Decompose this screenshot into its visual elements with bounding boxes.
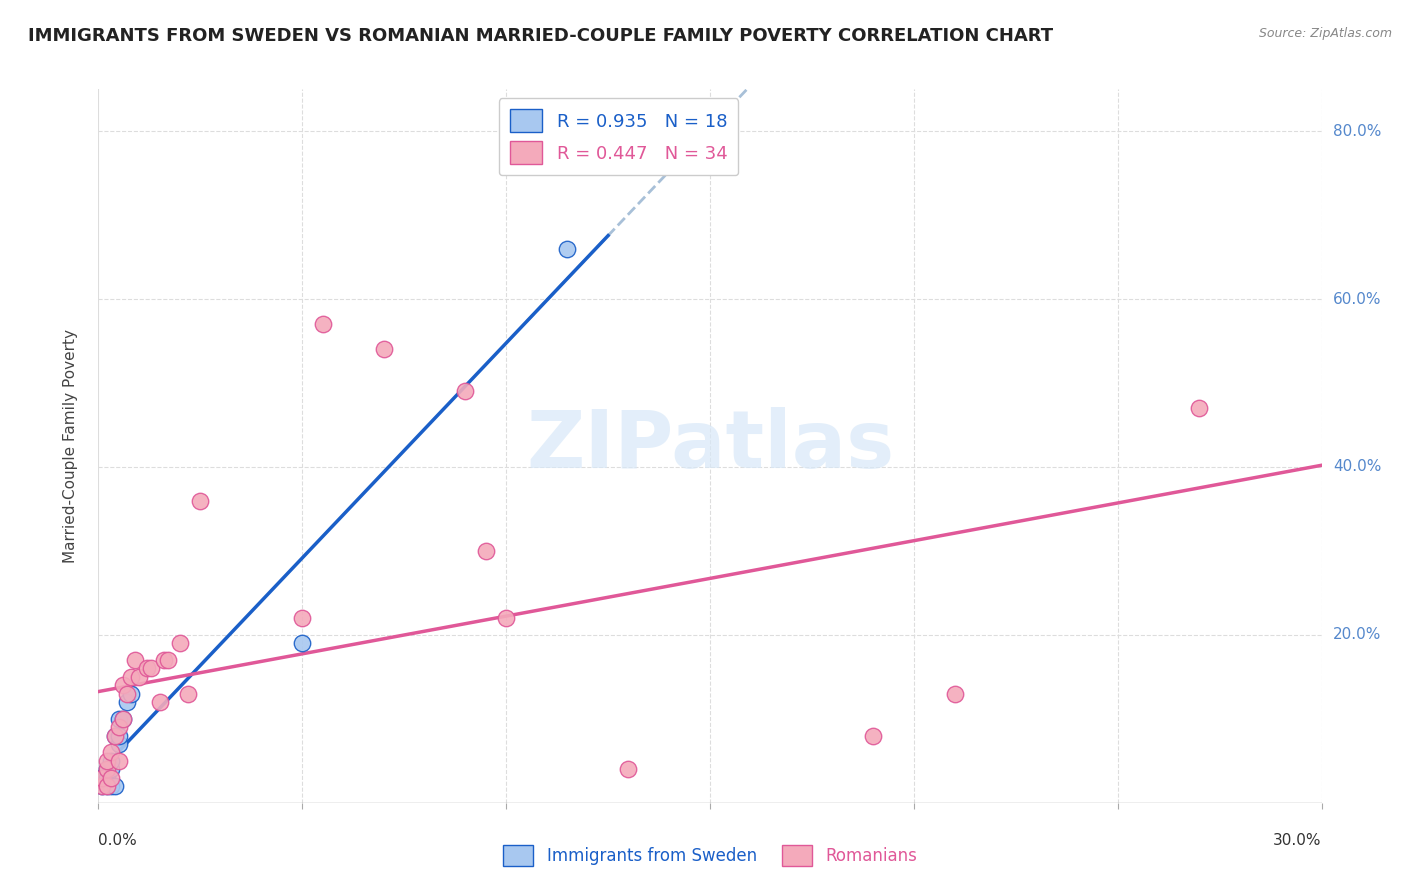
Point [100, 779, 122, 793]
Point [100, 762, 122, 776]
Y-axis label: Married-Couple Family Poverty: Married-Couple Family Poverty [63, 329, 77, 563]
Point [91, 779, 114, 793]
Point [108, 720, 131, 734]
Point [115, 687, 138, 701]
Point [96, 754, 118, 768]
Text: IMMIGRANTS FROM SWEDEN VS ROMANIAN MARRIED-COUPLE FAMILY POVERTY CORRELATION CHA: IMMIGRANTS FROM SWEDEN VS ROMANIAN MARRI… [28, 27, 1053, 45]
Point [108, 737, 131, 751]
Point [100, 754, 122, 768]
Point [96, 762, 118, 776]
Point [108, 712, 131, 726]
Point [104, 729, 127, 743]
Text: 0.0%: 0.0% [98, 833, 138, 848]
Point [291, 636, 314, 650]
Point [474, 544, 498, 558]
Point [943, 687, 966, 701]
Point [96, 771, 118, 785]
Text: Source: ZipAtlas.com: Source: ZipAtlas.com [1258, 27, 1392, 40]
Point [124, 653, 146, 667]
Point [169, 636, 191, 650]
Point [555, 242, 579, 256]
Point [115, 695, 138, 709]
Text: ZIPatlas: ZIPatlas [526, 407, 894, 485]
Point [152, 653, 174, 667]
Point [96, 779, 118, 793]
Legend: Immigrants from Sweden, Romanians: Immigrants from Sweden, Romanians [496, 838, 924, 873]
Point [156, 653, 179, 667]
Point [141, 661, 163, 675]
Point [188, 493, 212, 508]
Point [104, 729, 127, 743]
Point [128, 670, 150, 684]
Point [862, 729, 884, 743]
Point [91, 779, 114, 793]
Point [108, 729, 131, 743]
Point [91, 771, 114, 785]
Text: 60.0%: 60.0% [1333, 292, 1381, 307]
Point [291, 611, 314, 625]
Point [100, 746, 122, 760]
Text: 20.0%: 20.0% [1333, 627, 1381, 642]
Point [136, 661, 159, 675]
Point [149, 695, 172, 709]
Point [177, 687, 200, 701]
Point [373, 343, 395, 357]
Point [495, 611, 517, 625]
Point [100, 771, 122, 785]
Point [312, 318, 335, 332]
Text: 80.0%: 80.0% [1333, 124, 1381, 138]
Point [111, 678, 134, 692]
Point [617, 762, 640, 776]
Point [96, 779, 118, 793]
Point [120, 687, 142, 701]
Point [120, 670, 142, 684]
Point [454, 384, 477, 399]
Point [104, 779, 127, 793]
Point [96, 762, 118, 776]
Point [91, 771, 114, 785]
Text: 40.0%: 40.0% [1333, 459, 1381, 475]
Point [111, 712, 134, 726]
Point [108, 754, 131, 768]
Text: 30.0%: 30.0% [1274, 833, 1322, 848]
Point [1188, 401, 1211, 416]
Point [111, 712, 134, 726]
